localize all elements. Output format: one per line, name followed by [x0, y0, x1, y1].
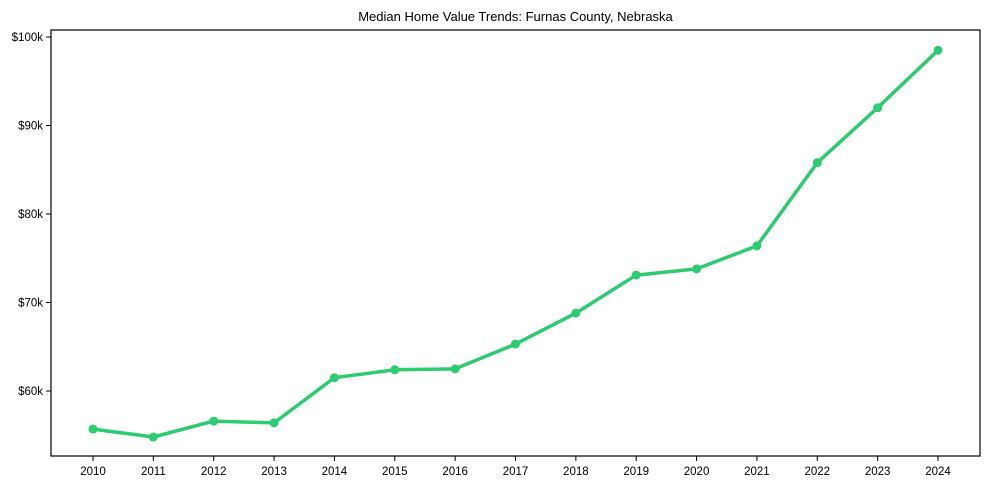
axes: $60k $70k $80k $90k $100k 2010 2011 2012 2013 201…: [12, 29, 981, 478]
x-tick-label: 2021: [744, 466, 770, 478]
data-point: [209, 416, 219, 426]
x-tick-label: 2010: [80, 466, 106, 478]
data-point: [390, 365, 400, 375]
data-point: [752, 241, 762, 251]
y-tick-label: $70k: [18, 298, 43, 310]
data-point: [812, 158, 822, 168]
series-line: [91, 48, 940, 439]
x-tick-label: 2011: [141, 466, 166, 478]
x-tick-label: 2024: [925, 466, 951, 478]
data-point: [571, 308, 581, 318]
data-point: [873, 103, 883, 113]
data-point: [692, 264, 702, 274]
data-point: [269, 418, 279, 428]
data-point: [450, 364, 460, 374]
x-tick-label: 2017: [503, 466, 529, 478]
x-tick-label: 2018: [563, 466, 589, 478]
y-tick-label: $100k: [12, 32, 44, 44]
x-tick-label: 2022: [804, 466, 830, 478]
data-point: [148, 432, 158, 442]
data-point: [329, 373, 339, 383]
y-tick-label: $90k: [18, 121, 43, 133]
x-tick-label: 2020: [684, 466, 710, 478]
data-point: [511, 339, 520, 349]
plot-area: [88, 45, 943, 442]
x-tick-label: 2012: [201, 466, 227, 478]
data-point: [631, 270, 641, 280]
x-tick-label: 2013: [261, 466, 287, 478]
y-tick-label: $60k: [18, 386, 43, 398]
x-tick-label: 2016: [442, 466, 468, 478]
x-tick-label: 2015: [382, 466, 408, 478]
axes-frame: [50, 29, 981, 457]
chart-title: Median Home Value Trends: Furnas County,…: [358, 9, 673, 24]
y-tick-label: $80k: [18, 209, 43, 221]
data-point: [88, 424, 98, 434]
x-tick-label: 2014: [322, 466, 348, 478]
x-tick-label: 2019: [623, 466, 649, 478]
data-point: [933, 45, 943, 55]
x-tick-label: 2023: [865, 466, 891, 478]
